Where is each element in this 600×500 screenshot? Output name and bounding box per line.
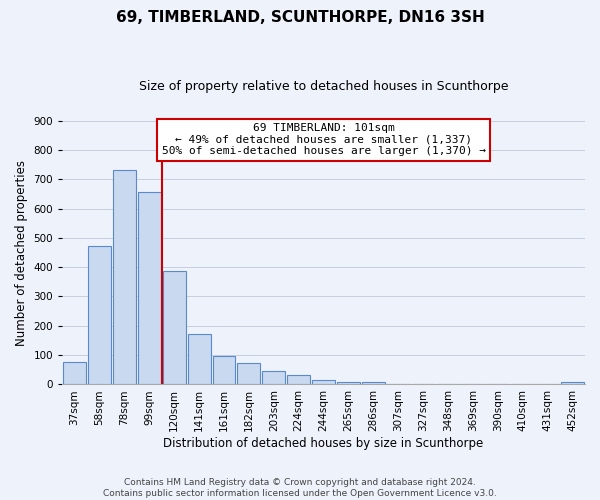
Y-axis label: Number of detached properties: Number of detached properties: [15, 160, 28, 346]
Bar: [262, 371, 285, 384]
Bar: [312, 380, 335, 384]
Bar: [88, 246, 111, 384]
Text: 69, TIMBERLAND, SCUNTHORPE, DN16 3SH: 69, TIMBERLAND, SCUNTHORPE, DN16 3SH: [116, 10, 484, 25]
Bar: [287, 375, 310, 384]
Bar: [362, 382, 385, 384]
X-axis label: Distribution of detached houses by size in Scunthorpe: Distribution of detached houses by size …: [163, 437, 484, 450]
Bar: [163, 270, 185, 384]
Bar: [63, 362, 86, 384]
Title: Size of property relative to detached houses in Scunthorpe: Size of property relative to detached ho…: [139, 80, 508, 93]
Bar: [188, 334, 211, 384]
Bar: [561, 382, 584, 384]
Bar: [337, 382, 360, 384]
Bar: [113, 170, 136, 384]
Bar: [238, 363, 260, 384]
Text: Contains HM Land Registry data © Crown copyright and database right 2024.
Contai: Contains HM Land Registry data © Crown c…: [103, 478, 497, 498]
Text: 69 TIMBERLAND: 101sqm
← 49% of detached houses are smaller (1,337)
50% of semi-d: 69 TIMBERLAND: 101sqm ← 49% of detached …: [161, 123, 485, 156]
Bar: [138, 192, 161, 384]
Bar: [212, 356, 235, 384]
